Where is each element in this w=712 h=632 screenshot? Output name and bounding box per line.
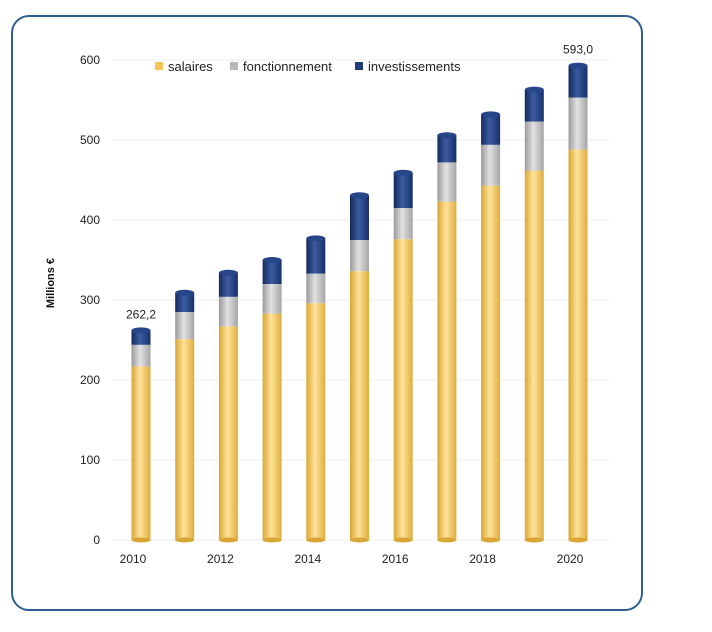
bar-top-cap (175, 289, 195, 296)
bar-fonctionnement (481, 144, 501, 186)
bar-fonctionnement (218, 296, 238, 327)
bar-fonctionnement (175, 312, 195, 340)
y-tick-label: 600 (80, 53, 100, 67)
bar-base-cap (524, 537, 544, 543)
bar-investissements (175, 292, 195, 312)
bar-top-cap (393, 169, 413, 176)
bar-salaires (437, 201, 457, 540)
bar-salaires (306, 303, 326, 540)
bar-base-cap (306, 537, 326, 543)
legend-swatch-fonctionnement (230, 62, 238, 70)
bar-base-cap (131, 537, 151, 543)
bar-top-cap (131, 327, 151, 334)
bar-base-cap (568, 537, 588, 543)
bar-top-cap (218, 269, 238, 276)
legend-label-investissements: investissements (368, 59, 461, 74)
bar-base-cap (262, 537, 282, 543)
bar-base-cap (393, 537, 413, 543)
bar-top-cap (350, 192, 369, 199)
bar-fonctionnement (262, 284, 282, 314)
x-tick-label: 2016 (382, 552, 409, 566)
bar-top-cap (262, 257, 282, 263)
legend-swatch-investissements (355, 62, 363, 70)
bar-fonctionnement (131, 344, 151, 367)
bar-fonctionnement (524, 121, 544, 171)
y-axis-label: Millions € (45, 258, 57, 308)
bar-investissements (350, 195, 369, 240)
bar-salaires (175, 339, 195, 540)
x-tick-label: 2010 (120, 552, 147, 566)
bar-fonctionnement (350, 240, 369, 272)
bar-salaires (481, 185, 501, 540)
bar-investissements (568, 65, 588, 98)
bar-investissements (437, 135, 457, 163)
data-label: 262,2 (126, 307, 156, 321)
y-tick-label: 0 (93, 533, 100, 547)
bar-investissements (481, 114, 501, 145)
y-tick-label: 200 (80, 373, 100, 387)
data-label: 593,0 (563, 43, 593, 57)
y-tick-label: 300 (80, 293, 100, 307)
bar-fonctionnement (393, 208, 413, 240)
bar-investissements (218, 272, 238, 297)
bar-top-cap (568, 62, 588, 69)
bar-salaires (524, 170, 544, 540)
bar-top-cap (524, 86, 544, 93)
y-tick-label: 400 (80, 213, 100, 227)
bar-investissements (393, 172, 413, 208)
bar-top-cap (306, 235, 326, 242)
bar-base-cap (350, 537, 369, 543)
bar-fonctionnement (437, 162, 457, 202)
bar-investissements (262, 260, 282, 284)
bar-investissements (524, 89, 544, 122)
bar-base-cap (175, 537, 195, 543)
x-tick-label: 2012 (207, 552, 234, 566)
bar-top-cap (437, 132, 457, 139)
bar-salaires (262, 313, 282, 540)
legend-swatch-salaires (155, 62, 163, 70)
x-tick-label: 2020 (557, 552, 584, 566)
y-tick-label: 100 (80, 453, 100, 467)
bar-salaires (218, 326, 238, 540)
bar-salaires (131, 366, 151, 540)
bar-salaires (393, 239, 413, 540)
bar-base-cap (437, 537, 457, 543)
bar-salaires (350, 271, 369, 540)
bar-salaires (568, 149, 588, 540)
x-tick-label: 2018 (469, 552, 496, 566)
bar-base-cap (218, 537, 238, 543)
bar-base-cap (481, 537, 501, 543)
bar-investissements (306, 238, 326, 274)
x-tick-label: 2014 (294, 552, 321, 566)
y-tick-label: 500 (80, 133, 100, 147)
bar-investissements (131, 330, 151, 345)
bar-fonctionnement (568, 97, 588, 150)
bar-fonctionnement (306, 273, 326, 304)
bar-top-cap (481, 111, 501, 118)
legend-label-fonctionnement: fonctionnement (243, 59, 332, 74)
legend-label-salaires: salaires (168, 59, 213, 74)
